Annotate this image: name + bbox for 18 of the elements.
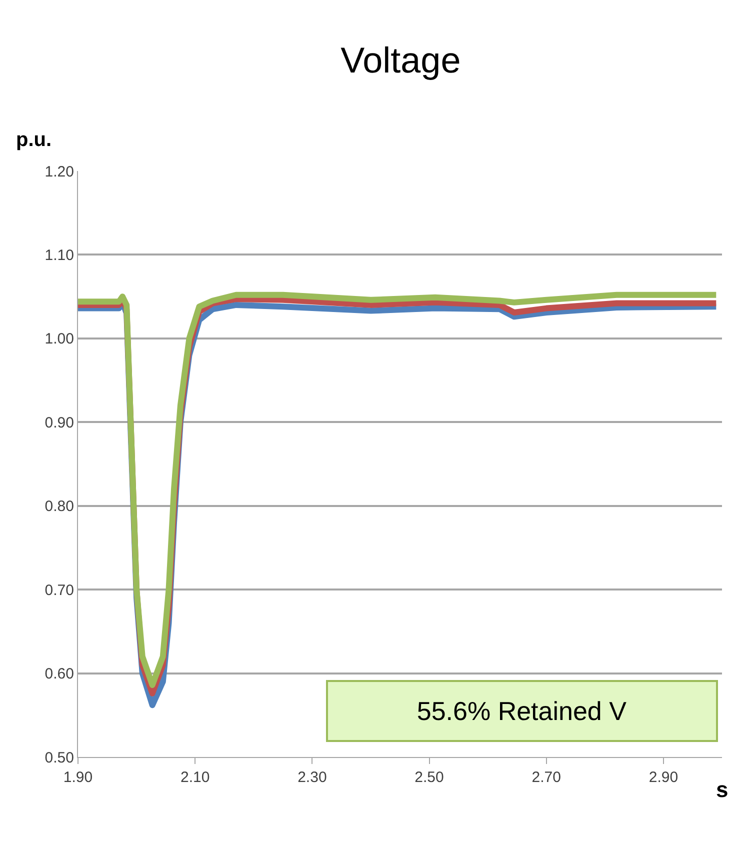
y-tick-label: 1.10 xyxy=(44,246,74,264)
x-tick-label: 2.10 xyxy=(180,769,210,786)
y-tick-label: 0.70 xyxy=(44,582,74,599)
y-tick-label: 1.00 xyxy=(44,330,74,348)
x-axis-title: s xyxy=(716,777,728,802)
chart-title: Voltage xyxy=(340,39,461,80)
y-tick-label: 0.60 xyxy=(44,666,74,683)
x-tick-label: 1.90 xyxy=(63,769,93,786)
y-tick-label: 0.90 xyxy=(44,414,74,432)
y-tick-label: 0.50 xyxy=(44,749,74,766)
x-tick-label: 2.50 xyxy=(414,769,444,786)
annotation: 55.6% Retained V xyxy=(416,696,628,726)
x-tick-label: 2.90 xyxy=(648,769,678,786)
y-axis-title: p.u. xyxy=(16,129,52,151)
x-tick-label: 2.70 xyxy=(532,769,561,786)
x-tick-label: 2.30 xyxy=(298,769,327,786)
y-tick-label: 1.20 xyxy=(44,163,74,180)
y-tick-label: 0.80 xyxy=(44,498,74,516)
